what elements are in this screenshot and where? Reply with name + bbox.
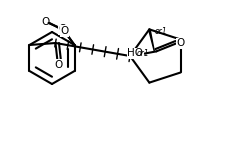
- Text: HO: HO: [127, 48, 143, 58]
- Text: O: O: [58, 24, 67, 34]
- Text: O: O: [176, 38, 184, 48]
- Text: or1: or1: [137, 49, 150, 58]
- Text: O: O: [60, 26, 69, 36]
- Polygon shape: [149, 29, 154, 51]
- Text: O: O: [54, 60, 63, 70]
- Text: or1: or1: [154, 27, 167, 36]
- Text: O: O: [41, 17, 50, 27]
